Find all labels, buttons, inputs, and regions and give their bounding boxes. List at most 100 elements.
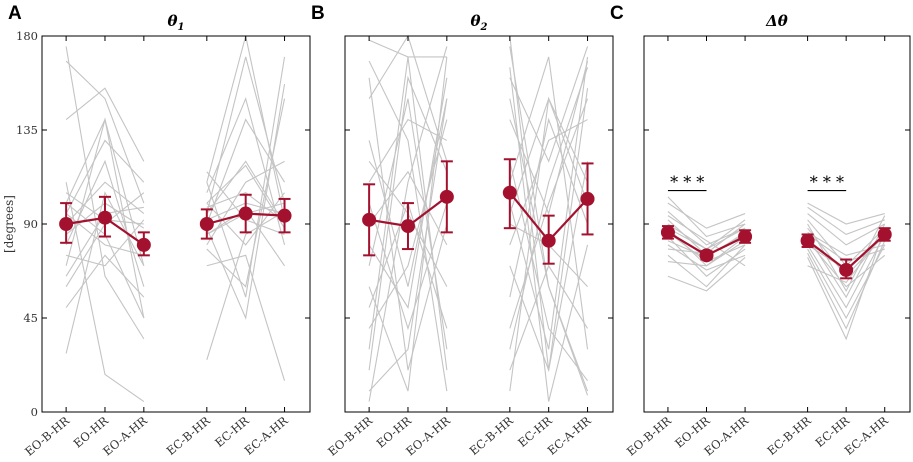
x-tick-label: EO-B-HR: [325, 413, 375, 458]
subject-line-eo: [65, 254, 145, 308]
mean-series-ec: [800, 227, 892, 280]
subject-line-ec: [807, 213, 885, 246]
subject-line-ec: [509, 67, 589, 402]
panel-title: θ2: [471, 12, 488, 33]
significance-label: * * *: [670, 173, 704, 192]
mean-point: [199, 217, 214, 231]
subject-line-ec: [509, 117, 589, 298]
mean-point: [97, 210, 112, 225]
x-tick-label: EO-B-HR: [624, 413, 674, 458]
mean-series-eo: [362, 160, 454, 257]
x-tick-label: EO-B-HR: [22, 413, 72, 458]
x-tick-label: EC-A-HR: [842, 413, 891, 457]
subject-line-eo: [65, 46, 145, 340]
subject-line-eo: [368, 98, 448, 392]
panel-letter: B: [311, 3, 325, 24]
subject-line-ec: [509, 60, 589, 216]
subject-line-ec: [509, 56, 589, 350]
y-axis-label: [degrees]: [2, 195, 16, 253]
subject-line-ec: [206, 254, 286, 381]
x-tick-label: EO-A-HR: [100, 413, 150, 458]
y-tick-label: 180: [16, 29, 38, 43]
subject-line-eo: [65, 191, 145, 354]
mean-point: [699, 248, 714, 263]
subject-line-ec: [509, 46, 589, 163]
subject-line-ec: [206, 210, 285, 360]
subject-line-eo: [65, 182, 145, 403]
mean-series-eo: [59, 195, 151, 257]
panel-title-subscript: 2: [480, 22, 488, 33]
x-tick-label: EC-A-HR: [242, 413, 291, 457]
subject-line-eo: [667, 244, 746, 271]
x-tick-label: EC-B-HR: [764, 413, 813, 458]
subject-lines: [368, 34, 589, 402]
panel-letter: A: [8, 3, 22, 24]
x-tick-label: EC-B-HR: [467, 413, 516, 458]
subject-line-eo: [368, 56, 448, 371]
y-tick-label: 90: [23, 217, 38, 231]
significance-label: * * *: [810, 173, 844, 192]
subject-line-ec: [807, 232, 886, 284]
mean-series-ec: [502, 158, 595, 265]
mean-point: [136, 237, 151, 252]
mean-point: [660, 225, 675, 240]
mean-point: [400, 219, 415, 234]
subject-line-ec: [807, 215, 886, 292]
subject-line-ec: [206, 160, 286, 225]
subject-line-eo: [368, 75, 448, 371]
y-tick-label: 135: [16, 123, 38, 137]
subject-line-ec: [509, 161, 588, 381]
subject-line-ec: [807, 227, 886, 341]
mean-point: [877, 227, 892, 242]
panel-title-main: Δθ: [765, 12, 788, 30]
mean-point: [541, 233, 556, 248]
subject-line-eo: [667, 196, 746, 238]
subject-line-ec: [206, 56, 286, 214]
mean-point: [738, 229, 753, 244]
subject-line-ec: [206, 164, 286, 229]
subject-line-eo: [667, 215, 746, 267]
subject-line-eo: [368, 77, 448, 371]
subject-line-ec: [509, 98, 589, 329]
x-tick-label: EC-B-HR: [164, 413, 213, 458]
x-tick-label: EO-A-HR: [403, 413, 453, 458]
subject-line-eo: [65, 213, 144, 256]
mean-series-eo: [660, 225, 753, 263]
plot-frame: [41, 35, 311, 413]
subject-line-ec: [206, 160, 285, 246]
subject-line-eo: [368, 118, 448, 183]
panel-title: θ1: [168, 12, 185, 33]
subject-line-eo: [368, 170, 448, 246]
subject-line-eo: [667, 236, 746, 267]
subject-line-ec: [206, 192, 285, 223]
subject-line-ec: [206, 83, 286, 320]
panel-title-main: θ: [471, 12, 481, 30]
subject-line-eo: [65, 87, 145, 162]
subject-line-eo: [368, 46, 448, 402]
subject-line-eo: [368, 39, 447, 58]
mean-point: [502, 185, 517, 200]
subject-line-eo: [65, 117, 145, 266]
mean-point: [362, 212, 377, 227]
subject-line-eo: [65, 139, 145, 214]
subject-line-ec: [807, 240, 886, 330]
x-tick-label: EC-A-HR: [545, 413, 594, 457]
subject-line-ec: [807, 206, 885, 236]
plot-frame: [643, 35, 911, 413]
panel-title: Δθ: [765, 12, 788, 30]
mean-point: [580, 191, 595, 206]
subject-line-ec: [509, 264, 589, 371]
mean-point: [839, 262, 854, 277]
panel-title-subscript: 1: [178, 22, 185, 33]
subject-line-eo: [667, 257, 746, 292]
subject-line-eo: [368, 98, 448, 287]
mean-point: [238, 206, 253, 221]
subject-line-ec: [509, 98, 589, 392]
mean-point: [439, 189, 454, 204]
y-tick-label: 0: [31, 405, 38, 419]
subject-line-eo: [368, 202, 448, 331]
